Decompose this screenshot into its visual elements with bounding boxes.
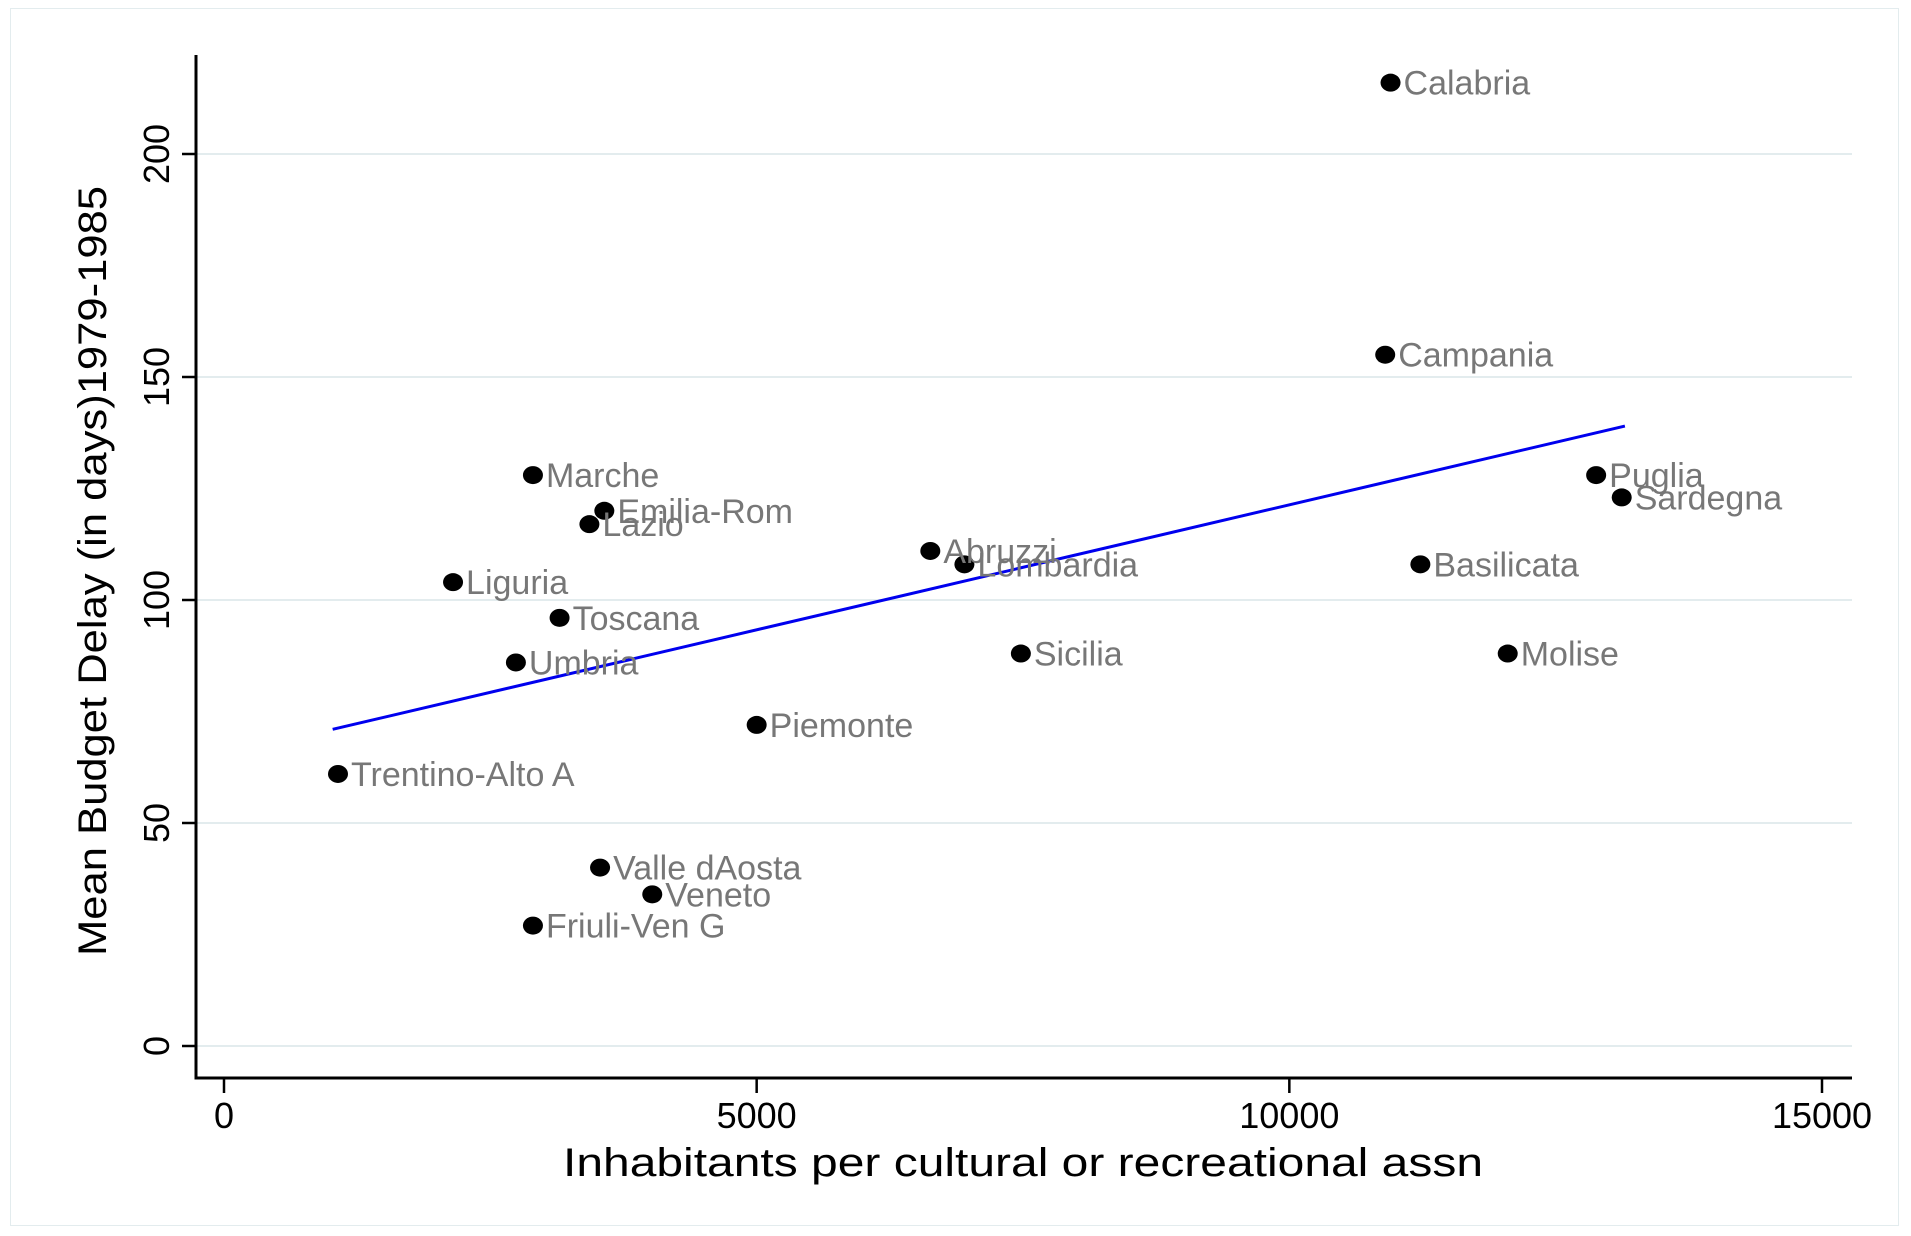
y-tick-label: 0 (136, 1036, 177, 1056)
y-tick-label: 100 (136, 570, 177, 630)
data-point (594, 501, 615, 520)
data-point (920, 541, 941, 560)
axes: 0 50 100 150 200 0 5000 10000 15000 (136, 55, 1872, 1136)
data-point (1611, 488, 1632, 507)
point-label: Friuli-Ven G (546, 908, 726, 946)
y-tick-label: 50 (136, 803, 177, 843)
point-label: Puglia (1609, 457, 1704, 495)
point-label: Liguria (466, 564, 568, 602)
x-axis-title: Inhabitants per cultural or recreational… (563, 1141, 1483, 1185)
x-tick-label: 10000 (1239, 1095, 1339, 1136)
point-label: Calabria (1404, 65, 1531, 103)
point-label: Emilia-Rom (617, 493, 793, 531)
fit-line (332, 424, 1626, 731)
point-label: Sicilia (1034, 636, 1123, 674)
point-label: Toscana (573, 600, 700, 638)
data-point (505, 653, 526, 672)
data-point (1375, 345, 1396, 364)
data-point (327, 764, 348, 783)
data-point (522, 466, 543, 485)
data-point (1380, 73, 1401, 92)
grid-lines (196, 153, 1852, 1047)
data-points (327, 73, 1632, 935)
x-tick-label: 0 (214, 1095, 234, 1136)
point-label: Abruzzi (943, 533, 1056, 571)
data-point (549, 608, 570, 627)
point-label: Lazio (602, 506, 683, 544)
y-axis-title: Mean Budget Delay (in days)1979-1985 (71, 186, 115, 956)
data-point (579, 515, 600, 534)
point-label: Umbria (529, 644, 639, 682)
point-label: Trentino-Alto A (351, 756, 575, 794)
data-point (642, 885, 663, 904)
y-tick-label: 150 (136, 347, 177, 407)
x-tick-label: 5000 (717, 1095, 797, 1136)
point-label: Piemonte (770, 707, 914, 745)
point-label: Sardegna (1635, 479, 1783, 517)
data-point (1497, 644, 1518, 663)
data-point (1010, 644, 1031, 663)
data-point (746, 715, 767, 734)
point-label: Campania (1398, 337, 1553, 375)
data-point (1586, 466, 1607, 485)
point-label: Lombardia (977, 546, 1138, 584)
data-point (443, 573, 464, 592)
x-tick-label: 15000 (1772, 1095, 1872, 1136)
chart-frame (10, 8, 1899, 1226)
fit-line-group (332, 424, 1626, 731)
data-point (522, 916, 543, 935)
point-label: Molise (1521, 636, 1619, 674)
point-label: Valle dAosta (613, 850, 801, 888)
y-tick-label: 200 (136, 124, 177, 184)
point-label: Basilicata (1433, 546, 1579, 584)
point-label: Veneto (665, 876, 771, 914)
data-point (1410, 555, 1431, 574)
point-label: Marche (546, 457, 659, 495)
data-point (954, 555, 975, 574)
data-point (590, 858, 611, 877)
